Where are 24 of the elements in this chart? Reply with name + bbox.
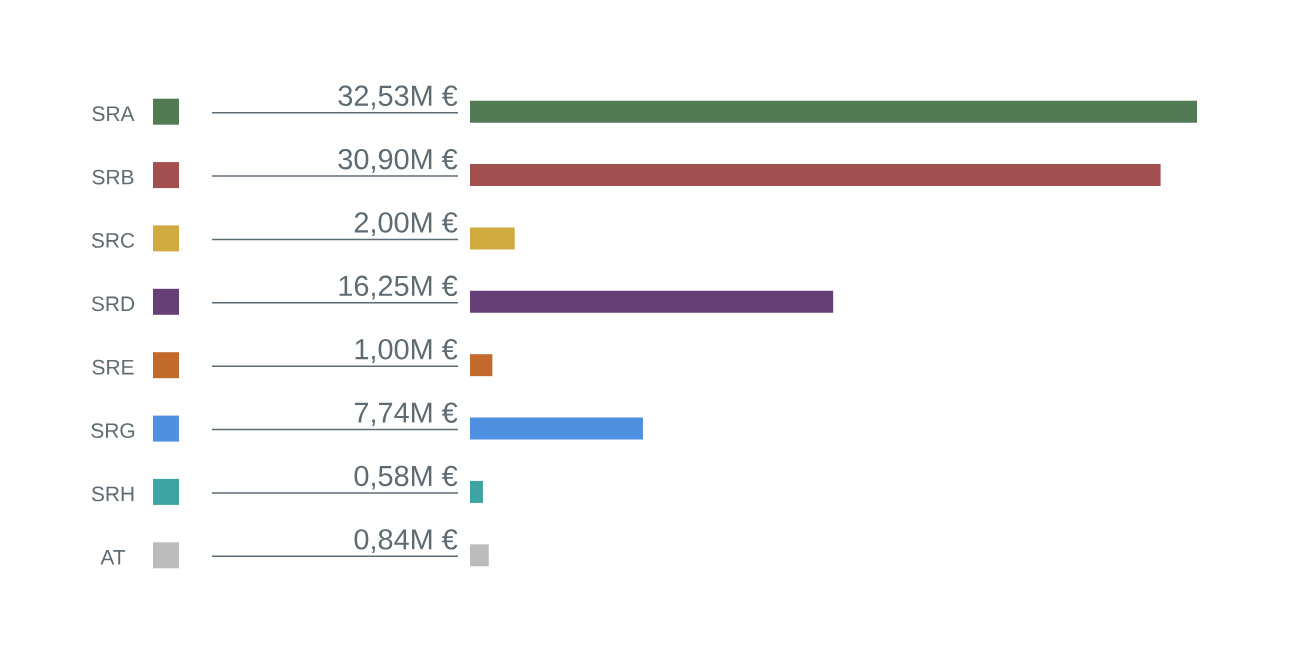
y-tick-label: SRH xyxy=(91,486,134,502)
bar xyxy=(470,164,1161,187)
data-label: 0,58M € xyxy=(354,465,458,490)
y-tick-label: SRE xyxy=(92,359,134,375)
y-tick-label: SRD xyxy=(91,296,135,312)
bar xyxy=(470,480,483,503)
data-label: 7,74M € xyxy=(354,402,458,427)
bar xyxy=(470,354,493,377)
data-label: 2,00M € xyxy=(354,212,458,237)
y-tick-label: SRG xyxy=(91,423,135,438)
y-tick-label: SRC xyxy=(91,232,135,248)
bar xyxy=(470,227,515,250)
data-label: 32,53M € xyxy=(338,85,458,110)
bar xyxy=(470,100,1198,123)
y-tick-label: SRA xyxy=(92,106,135,122)
data-label: 1,00M € xyxy=(355,339,458,363)
data-label: 30,90M € xyxy=(338,148,458,173)
y-tick-label: AT xyxy=(100,550,126,565)
data-label: 16,25M € xyxy=(339,275,458,300)
y-tick-label: SRB xyxy=(92,169,134,185)
bar xyxy=(470,290,834,313)
bar xyxy=(470,544,489,567)
bar xyxy=(470,417,643,440)
data-label: 0,84M € xyxy=(354,529,458,553)
